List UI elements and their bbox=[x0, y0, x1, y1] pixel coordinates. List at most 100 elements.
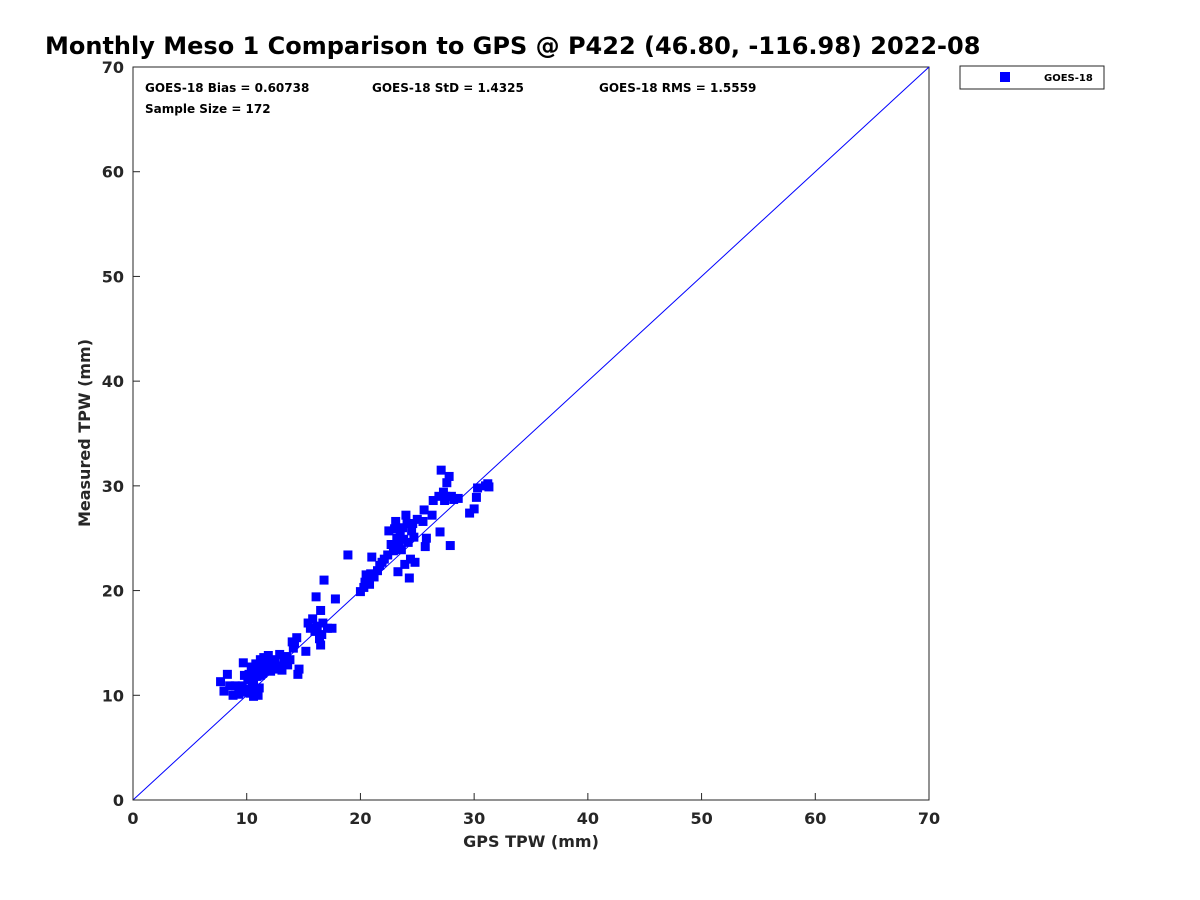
data-point bbox=[289, 638, 299, 648]
data-point bbox=[391, 516, 401, 526]
data-point bbox=[441, 491, 451, 501]
data-point bbox=[244, 669, 254, 679]
data-point bbox=[469, 504, 479, 514]
data-point bbox=[365, 579, 375, 589]
data-point bbox=[268, 662, 278, 672]
data-point bbox=[473, 483, 483, 493]
data-point bbox=[275, 649, 285, 659]
data-point bbox=[398, 523, 408, 533]
data-point bbox=[230, 681, 240, 691]
data-point bbox=[308, 614, 318, 624]
data-point bbox=[251, 659, 261, 669]
x-tick-label: 10 bbox=[236, 809, 258, 828]
y-tick-label: 10 bbox=[102, 686, 124, 705]
x-tick-label: 50 bbox=[690, 809, 712, 828]
data-point bbox=[418, 516, 428, 526]
data-point bbox=[384, 526, 394, 536]
data-point bbox=[363, 574, 373, 584]
data-point bbox=[316, 640, 326, 650]
y-tick-label: 40 bbox=[102, 372, 124, 391]
y-tick-label: 0 bbox=[113, 791, 124, 810]
data-point bbox=[428, 496, 438, 506]
data-point bbox=[390, 524, 400, 534]
data-point bbox=[311, 592, 321, 602]
sample-size-annotation: Sample Size = 172 bbox=[145, 102, 271, 116]
legend-label-goes-18: GOES-18 bbox=[1044, 73, 1093, 84]
data-point bbox=[310, 626, 320, 636]
y-axis-label: Measured TPW (mm) bbox=[75, 339, 94, 527]
data-point bbox=[293, 669, 303, 679]
data-point bbox=[243, 675, 253, 685]
data-point bbox=[359, 582, 369, 592]
bias-annotation: GOES-18 Bias = 0.60738 bbox=[145, 81, 309, 95]
data-point bbox=[222, 669, 232, 679]
legend-marker-goes-18 bbox=[1000, 72, 1010, 82]
data-point bbox=[312, 621, 322, 631]
std-annotation: GOES-18 StD = 1.4325 bbox=[372, 81, 524, 95]
data-point bbox=[409, 532, 419, 542]
data-point bbox=[246, 662, 256, 672]
data-point bbox=[408, 519, 418, 529]
one-to-one-reference-line bbox=[132, 66, 930, 801]
chart-title: Monthly Meso 1 Comparison to GPS @ P422 … bbox=[45, 32, 980, 60]
data-point bbox=[303, 618, 313, 628]
x-tick-label: 40 bbox=[577, 809, 599, 828]
data-point bbox=[327, 623, 337, 633]
data-point bbox=[294, 664, 304, 674]
data-point bbox=[402, 519, 412, 529]
data-point bbox=[435, 527, 445, 537]
data-point bbox=[405, 554, 415, 564]
data-point bbox=[407, 526, 417, 536]
data-point bbox=[449, 494, 459, 504]
data-point bbox=[383, 550, 393, 560]
data-point bbox=[434, 491, 444, 501]
data-points bbox=[216, 465, 494, 701]
data-point bbox=[410, 557, 420, 567]
data-point bbox=[259, 653, 269, 663]
y-tick-label: 20 bbox=[102, 582, 124, 601]
legend-box bbox=[959, 65, 1105, 90]
data-point bbox=[419, 505, 429, 515]
data-point bbox=[285, 655, 295, 665]
data-point bbox=[401, 510, 411, 520]
data-point bbox=[403, 537, 413, 547]
data-point bbox=[442, 478, 452, 488]
x-tick-label: 70 bbox=[918, 809, 940, 828]
data-point bbox=[225, 681, 235, 691]
data-point bbox=[421, 533, 431, 543]
data-point bbox=[444, 471, 454, 481]
data-point bbox=[372, 566, 382, 576]
data-point bbox=[228, 690, 238, 700]
legend: GOES-18 bbox=[959, 65, 1105, 90]
data-point bbox=[249, 691, 259, 701]
data-point bbox=[420, 542, 430, 552]
data-point bbox=[343, 550, 353, 560]
plot-axes bbox=[132, 66, 930, 801]
data-point bbox=[317, 630, 327, 640]
data-point bbox=[319, 575, 329, 585]
data-point bbox=[388, 546, 398, 556]
data-point bbox=[369, 572, 379, 582]
data-point bbox=[249, 677, 259, 687]
data-point bbox=[216, 677, 226, 687]
data-point bbox=[394, 539, 404, 549]
rms-annotation: GOES-18 RMS = 1.5559 bbox=[599, 81, 756, 95]
plot-frame bbox=[132, 66, 930, 801]
y-tick-label: 30 bbox=[102, 477, 124, 496]
data-point bbox=[237, 681, 247, 691]
data-point bbox=[270, 655, 280, 665]
data-point bbox=[316, 605, 326, 615]
data-point bbox=[453, 493, 463, 503]
x-tick-label: 30 bbox=[463, 809, 485, 828]
data-point bbox=[386, 539, 396, 549]
data-point bbox=[436, 465, 446, 475]
data-point bbox=[301, 646, 311, 656]
data-point bbox=[288, 643, 298, 653]
data-point bbox=[238, 658, 248, 668]
data-point bbox=[412, 514, 422, 524]
x-tick-label: 20 bbox=[349, 809, 371, 828]
y-tick-label: 50 bbox=[102, 267, 124, 286]
data-point bbox=[292, 633, 302, 643]
data-point bbox=[400, 559, 410, 569]
